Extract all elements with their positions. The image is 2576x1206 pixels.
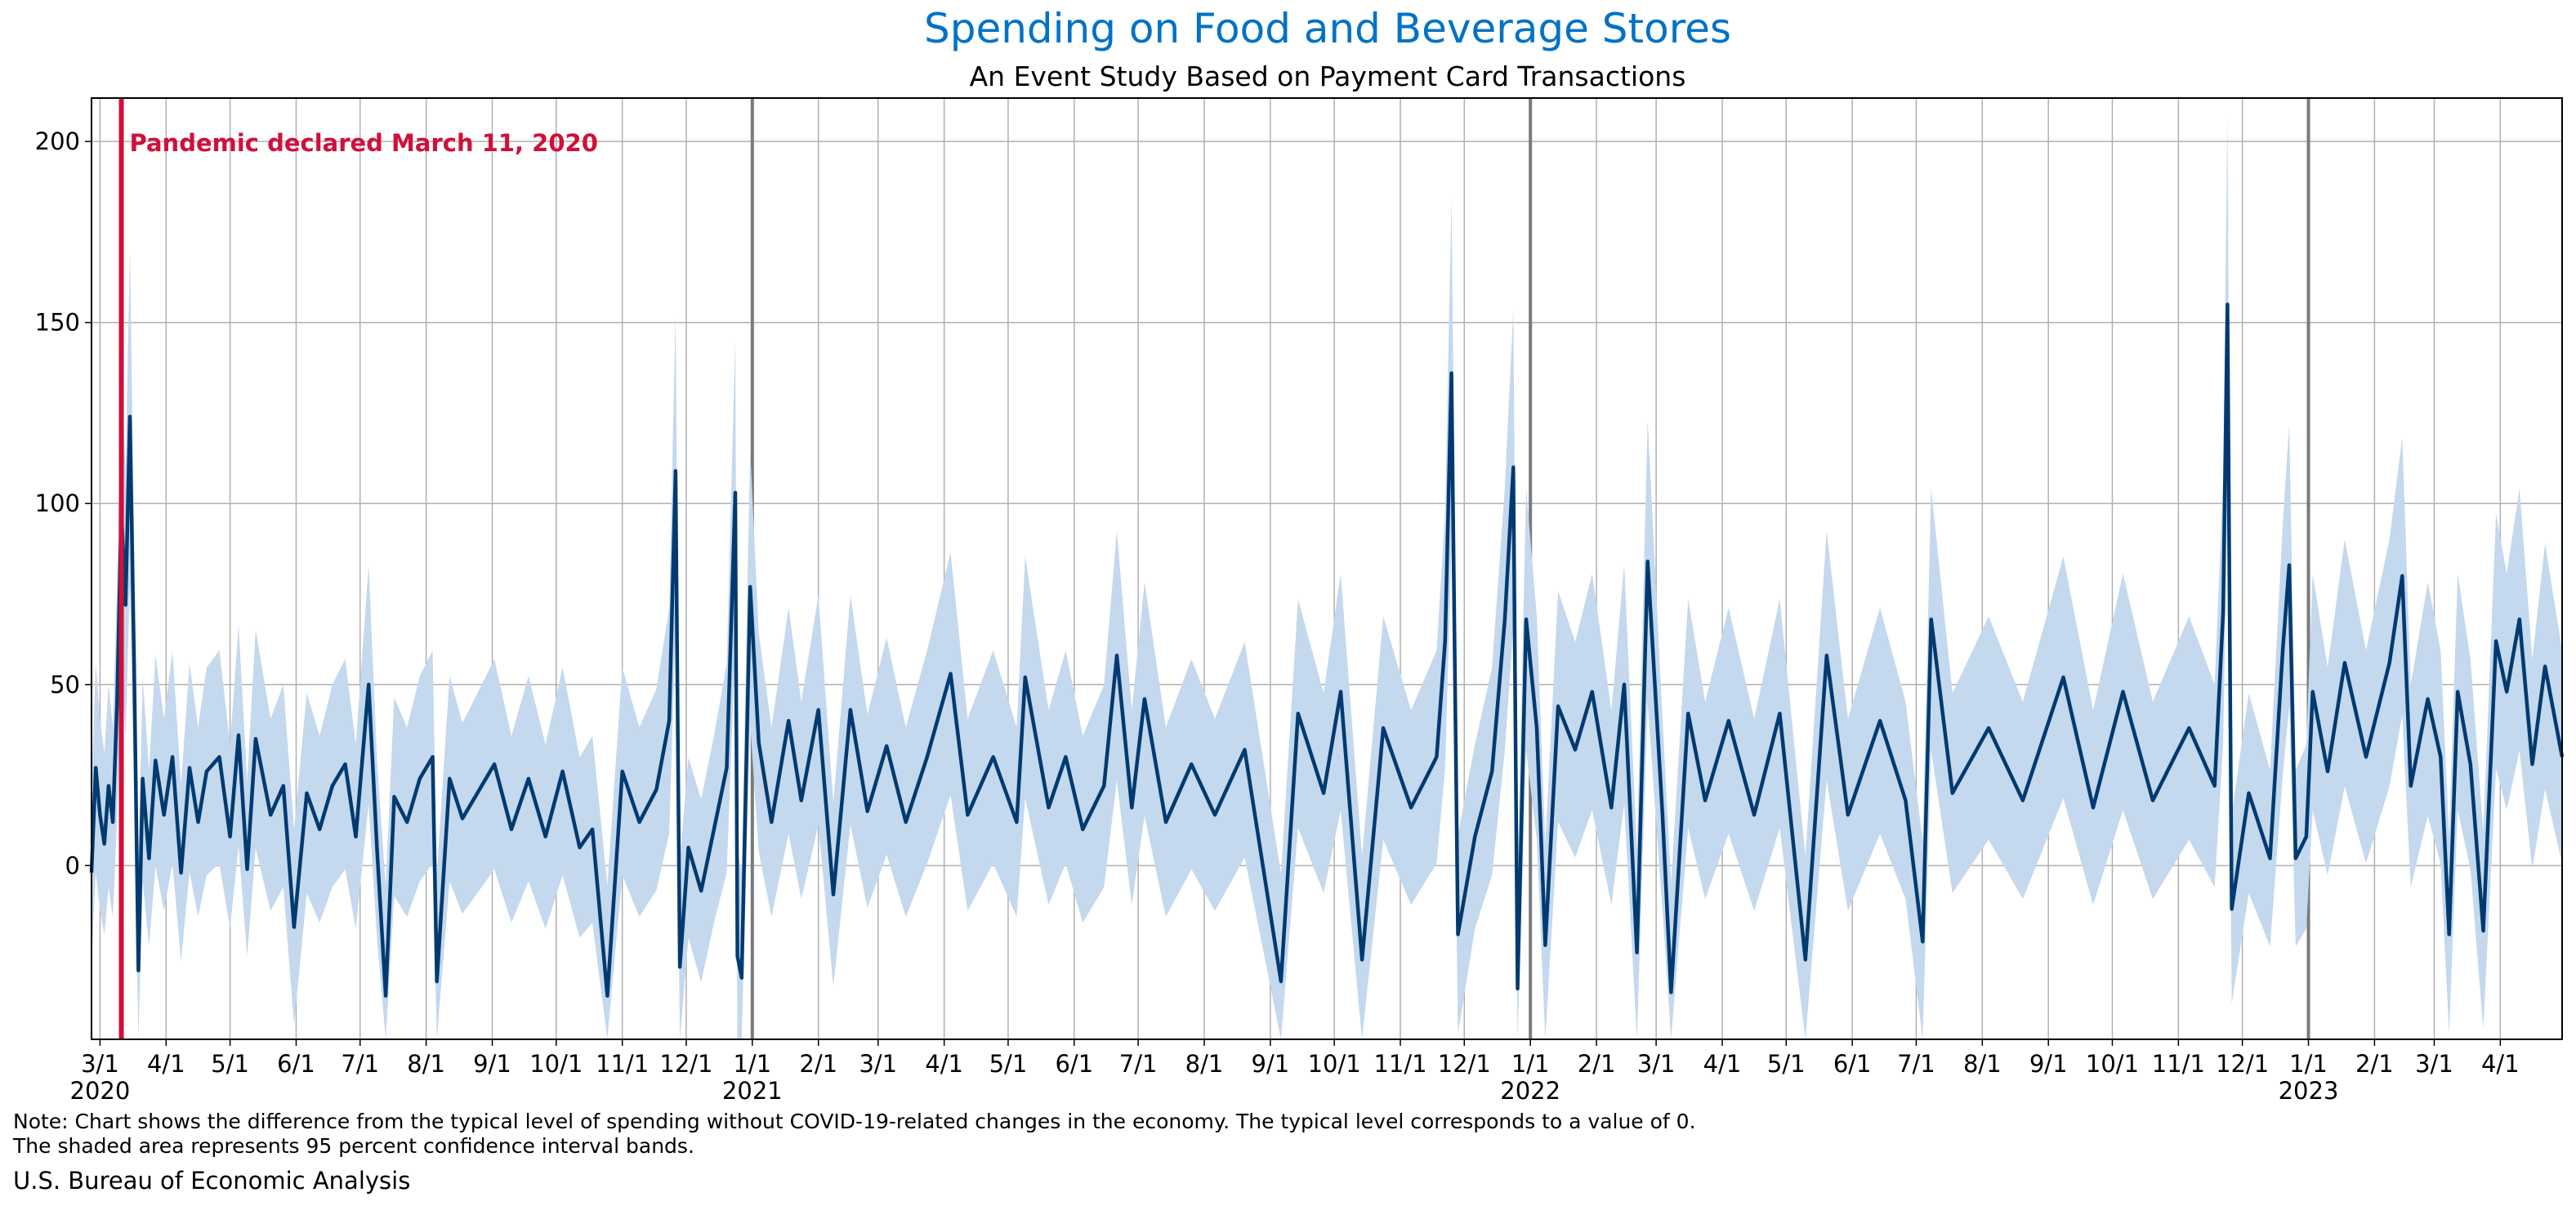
x-tick-label: 8/1 (1963, 1050, 2002, 1078)
series-line (89, 302, 2565, 998)
x-tick-label: 5/1 (1767, 1050, 1806, 1078)
x-tick-label: 6/1 (277, 1050, 315, 1078)
x-tick-label: 10/1 (1308, 1050, 1361, 1078)
source-label: U.S. Bureau of Economic Analysis (13, 1167, 411, 1195)
x-tick-label: 10/1 (529, 1050, 583, 1078)
x-tick-label: 2/1 (2355, 1050, 2394, 1078)
x-tick-label: 1/1 (1511, 1050, 1550, 1078)
event-marker: Pandemic declared March 11, 2020 (118, 98, 598, 1039)
x-tick-label: 12/1 (1438, 1050, 1491, 1078)
y-tick-label: 200 (35, 127, 80, 155)
x-tick-label: 9/1 (1252, 1050, 1290, 1078)
x-tick-label: 5/1 (989, 1050, 1028, 1078)
x-tick-label: 9/1 (473, 1050, 511, 1078)
x-year-label: 2022 (1500, 1077, 1560, 1105)
x-tick-label: 4/1 (1703, 1050, 1742, 1078)
x-tick-label: 8/1 (1185, 1050, 1224, 1078)
x-tick-label: 4/1 (147, 1050, 185, 1078)
x-tick-label: 8/1 (407, 1050, 445, 1078)
footnote-line-1: Note: Chart shows the difference from th… (13, 1110, 1696, 1133)
y-tick-label: 50 (50, 671, 80, 699)
x-tick-label: 6/1 (1055, 1050, 1093, 1078)
x-tick-label: 6/1 (1833, 1050, 1872, 1078)
x-tick-label: 7/1 (1897, 1050, 1935, 1078)
x-tick-label: 3/1 (81, 1050, 119, 1078)
x-tick-label: 3/1 (2415, 1050, 2453, 1078)
plot-frame (91, 97, 2563, 1040)
pandemic-event-label: Pandemic declared March 11, 2020 (130, 129, 598, 157)
x-year-label: 2021 (722, 1077, 783, 1105)
x-tick-label: 2/1 (799, 1050, 837, 1078)
y-tick-label: 0 (65, 851, 80, 879)
x-tick-label: 5/1 (211, 1050, 249, 1078)
x-tick-label: 9/1 (2029, 1050, 2068, 1078)
x-year-label: 2023 (2279, 1077, 2339, 1105)
chart-title: Spending on Food and Beverage Stores (924, 5, 1731, 52)
x-tick-label: 11/1 (596, 1050, 649, 1078)
x-tick-label: 10/1 (2086, 1050, 2139, 1078)
confidence-band-area (92, 116, 2562, 1040)
y-tick-label: 100 (35, 489, 80, 517)
x-tick-label: 11/1 (1373, 1050, 1426, 1078)
x-tick-label: 3/1 (859, 1050, 897, 1078)
x-tick-label: 7/1 (341, 1050, 379, 1078)
confidence-band (92, 116, 2562, 1040)
chart-subtitle: An Event Study Based on Payment Card Tra… (970, 60, 1686, 92)
x-tick-label: 2/1 (1578, 1050, 1616, 1078)
footnote-line-2: The shaded area represents 95 percent co… (13, 1134, 694, 1158)
x-tick-label: 7/1 (1119, 1050, 1158, 1078)
x-tick-label: 11/1 (2152, 1050, 2205, 1078)
x-tick-label: 12/1 (2216, 1050, 2269, 1078)
x-tick-label: 12/1 (659, 1050, 712, 1078)
x-tick-label: 3/1 (1637, 1050, 1676, 1078)
x-year-label: 2020 (70, 1077, 131, 1105)
x-tick-label: 1/1 (2289, 1050, 2328, 1078)
x-tick-label: 4/1 (925, 1050, 963, 1078)
spending-series (89, 302, 2565, 998)
y-tick-label: 150 (35, 309, 80, 337)
x-tick-label: 4/1 (2481, 1050, 2520, 1078)
x-tick-label: 1/1 (733, 1050, 771, 1078)
